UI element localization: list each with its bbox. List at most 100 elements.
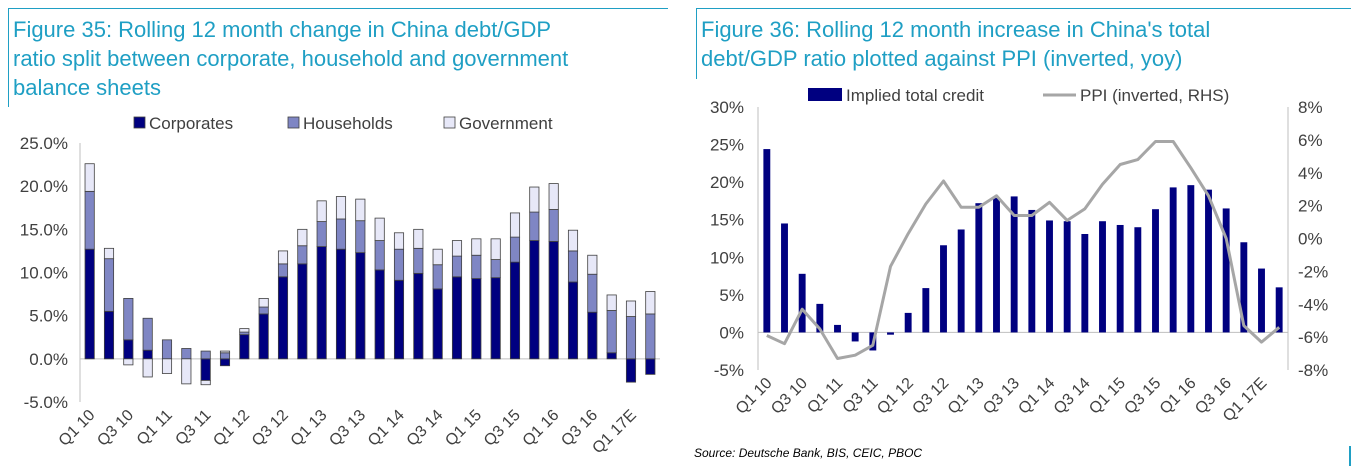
bar-implied-total-credit [1152,209,1159,333]
bar-households [142,317,153,351]
bar-corporates [84,248,95,360]
bar-corporates [335,248,347,360]
figure-36-chart: -5% 0% 5% 10% 15% 20% 25% 30% -8% -6% -4% -2% 0% 2% 4%… [710,86,1328,425]
x-tick-label: Q3 13 [326,407,369,450]
bar-government [142,358,153,378]
x-tick-label: Q3 10 [768,375,811,418]
bar-households [432,264,443,290]
bar-government [529,186,540,213]
y-tick-label: 10% [710,248,744,267]
bar-implied-total-credit [922,288,930,333]
y-tick-label: 30% [710,98,744,117]
bar-corporates [490,277,501,360]
x-tick-label: Q1 13 [288,407,331,450]
bar-government [645,291,656,315]
bar-households [509,236,521,263]
figure-36-title: Figure 36: Rolling 12 month increase in … [696,8,1351,79]
bar-government [335,196,347,220]
bar-implied-total-credit [781,223,788,333]
y2-tick-label: 4% [1298,164,1323,183]
title-line: balance sheets [13,75,161,100]
bar-government [84,163,95,192]
x-tick-label: Q1 13 [945,375,988,418]
bar-government [200,380,211,386]
legend-swatch [133,116,146,129]
x-tick-label: Q3 12 [249,407,292,450]
bar-corporates [432,288,443,360]
bar-government [625,300,637,317]
bar-corporates [355,252,366,360]
bar-government [393,232,405,250]
ppi-line [766,140,1281,360]
title-line: ratio split between corporate, household… [13,46,569,71]
bar-households [490,259,501,279]
bar-government [509,212,521,238]
y2-tick-label: 8% [1298,98,1323,117]
bar-corporates [277,276,289,360]
x-tick-label: Q3 14 [404,407,447,450]
bar-government [297,228,308,247]
bar-government [374,217,385,241]
bar-corporates [374,269,385,360]
y-tick-label: 0% [719,323,744,342]
y-tick-label: 15.0% [20,220,68,239]
x-tick-label: Q1 16 [1157,375,1200,418]
bar-government [219,350,231,354]
bar-implied-total-credit [1222,208,1230,333]
legend-label: Implied total credit [846,86,984,105]
bar-corporates [142,349,153,360]
x-tick-label: Q1 17E [589,407,639,457]
bar-households [645,313,656,360]
bar-implied-total-credit [975,203,983,333]
bar-implied-total-credit [1081,233,1089,333]
bar-corporates [645,358,656,375]
bar-households [84,190,95,250]
bar-implied-total-credit [887,332,894,335]
bar-households [413,247,424,274]
bar-implied-total-credit [904,312,912,333]
bar-corporates [103,310,115,360]
bar-government [123,358,134,366]
x-tick-label: Q3 11 [172,407,214,449]
bar-households [161,339,173,360]
bar-implied-total-credit [763,149,771,333]
figure-35-panel: Figure 35: Rolling 12 month change in Ch… [0,0,672,468]
y-tick-label: 20.0% [20,177,68,196]
x-tick-label: Q1 14 [1015,375,1058,418]
figure-35-chart: -5.0%0.0%5.0%10.0%15.0%20.0%25.0%Q1 10Q3… [20,114,660,457]
bar-government [567,229,579,252]
bar-implied-total-credit [957,229,965,333]
x-tick-label: Q3 10 [94,407,137,450]
y2-tick-label: 0% [1298,230,1323,249]
bar-corporates [471,278,482,360]
y-tick-label: 10.0% [20,264,68,283]
x-tick-label: Q1 10 [56,407,99,450]
bar-implied-total-credit [1116,224,1124,333]
bar-corporates [548,241,559,360]
y-tick-label: 15% [710,211,744,230]
bar-corporates [297,263,308,360]
bar-implied-total-credit [1205,189,1212,333]
x-tick-label: Q1 10 [733,375,776,418]
bar-households [355,220,366,254]
y-tick-label: 0.0% [29,350,68,369]
bar-households [374,240,385,271]
bar-households [316,221,327,248]
bar-implied-total-credit [1134,227,1142,333]
bar-implied-total-credit [1275,287,1283,333]
bar-households [548,209,559,242]
bar-households [258,306,269,315]
bar-households [200,350,211,360]
bar-government [103,247,115,260]
x-tick-label: Q1 14 [365,407,408,450]
bar-implied-total-credit [851,332,859,342]
bar-government [451,240,463,257]
y-tick-label: -5.0% [24,393,68,412]
bar-households [393,248,405,281]
source-note: Source: Deutsche Bank, BIS, CEIC, PBOC [694,446,923,460]
y-tick-label: 5.0% [29,307,68,326]
legend-label: Government [459,114,553,133]
title-line: Figure 36: Rolling 12 month increase in … [701,17,1211,42]
bar-households [567,250,579,283]
y-tick-label: 25.0% [20,134,68,153]
